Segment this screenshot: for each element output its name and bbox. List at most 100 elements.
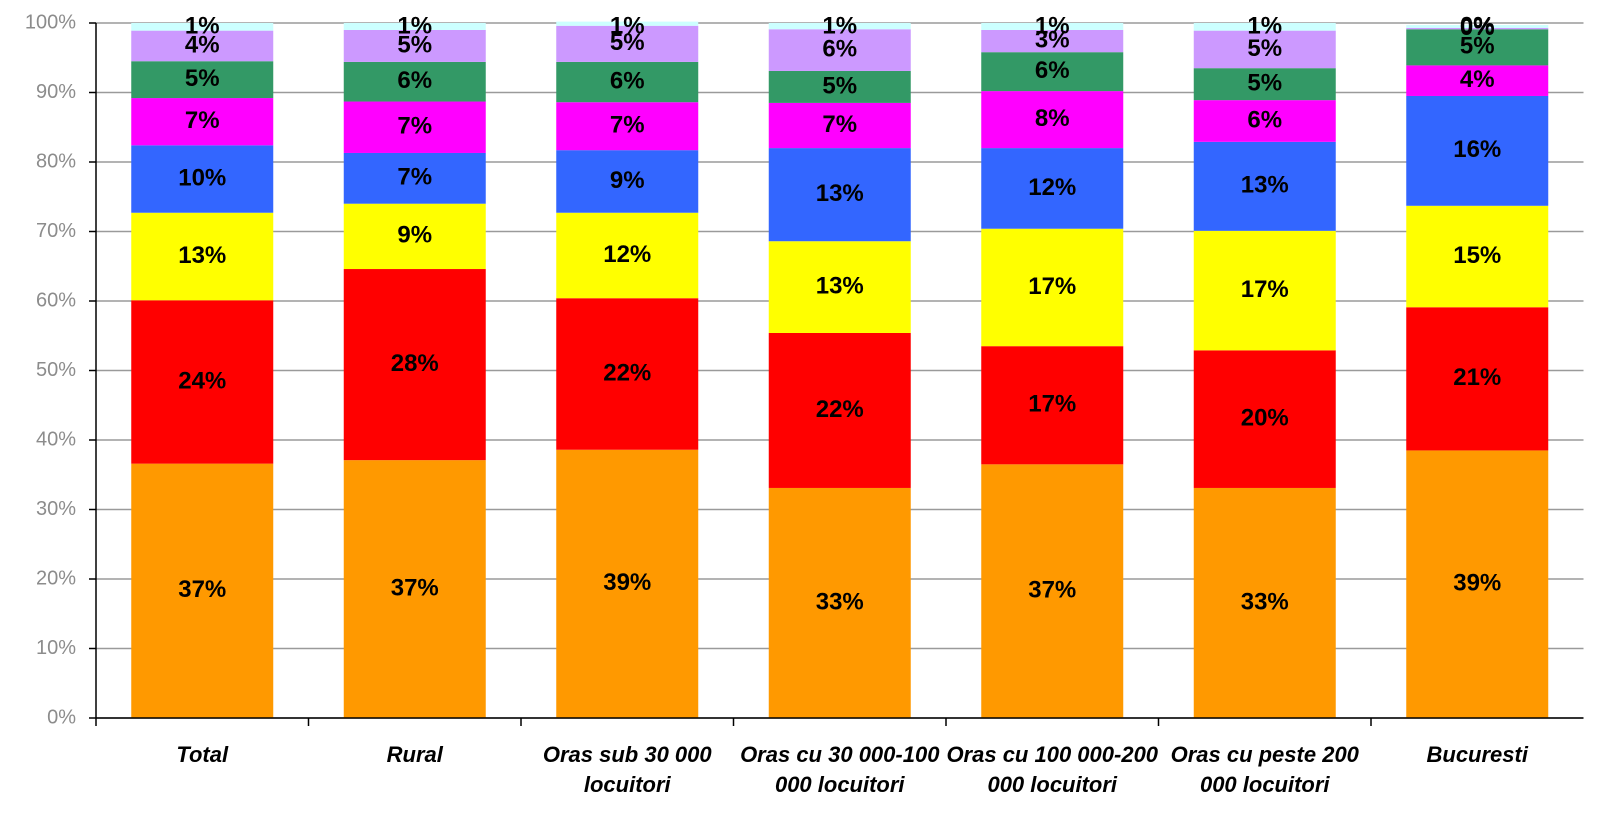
bar-segment bbox=[1406, 27, 1549, 30]
x-tick-label: Total bbox=[176, 742, 229, 767]
data-label: 1% bbox=[822, 12, 857, 39]
data-label: 22% bbox=[603, 359, 651, 386]
x-tick-label: Rural bbox=[386, 742, 443, 767]
y-tick-label: 80% bbox=[36, 150, 76, 172]
bar-segment bbox=[768, 102, 911, 149]
bar-segment bbox=[1406, 65, 1549, 96]
bar-segment bbox=[343, 23, 486, 30]
bar-segment bbox=[768, 148, 911, 242]
data-label: 5% bbox=[1460, 33, 1495, 60]
bar-segment bbox=[343, 460, 486, 718]
bar-segment bbox=[131, 98, 274, 146]
data-label: 4% bbox=[185, 31, 220, 58]
bar-segment bbox=[1193, 68, 1336, 101]
data-label: 4% bbox=[1460, 66, 1495, 93]
data-label: 37% bbox=[178, 576, 226, 603]
bar-segment bbox=[343, 101, 486, 153]
data-label: 37% bbox=[1028, 577, 1076, 604]
bar-segment bbox=[556, 150, 699, 213]
data-label: 5% bbox=[185, 65, 220, 92]
data-label: 7% bbox=[610, 112, 645, 139]
data-label: 3% bbox=[1035, 26, 1070, 53]
bar-segment bbox=[343, 269, 486, 461]
bar-segment bbox=[981, 228, 1124, 347]
y-tick-label: 50% bbox=[36, 359, 76, 381]
data-label: 0% bbox=[1460, 14, 1495, 41]
bar-segment bbox=[1193, 100, 1336, 142]
y-tick-label: 40% bbox=[36, 428, 76, 450]
data-label: 12% bbox=[1028, 174, 1076, 201]
bar-segment bbox=[131, 23, 274, 31]
bar-segment bbox=[343, 61, 486, 102]
y-tick-label: 10% bbox=[36, 637, 76, 659]
data-label: 5% bbox=[1247, 70, 1282, 97]
bar-segment bbox=[768, 487, 911, 718]
data-label: 1% bbox=[610, 12, 645, 39]
bar-segment bbox=[768, 23, 911, 30]
x-tick-label: Oras cu 100 000-200 000 locuitori bbox=[946, 742, 1159, 797]
x-tick-label: Oras sub 30 000 locuitori bbox=[542, 742, 712, 797]
bar-segment bbox=[1193, 230, 1336, 351]
bar-segment bbox=[556, 61, 699, 103]
data-label: 10% bbox=[178, 164, 226, 191]
data-label: 0% bbox=[1460, 12, 1495, 39]
data-label: 16% bbox=[1453, 136, 1501, 163]
bar-segment bbox=[556, 212, 699, 299]
data-label: 17% bbox=[1241, 276, 1289, 303]
y-tick-label: 60% bbox=[36, 289, 76, 311]
data-label: 1% bbox=[1035, 12, 1070, 39]
bar-segment bbox=[981, 91, 1124, 149]
bar-segment bbox=[768, 70, 911, 103]
data-label: 20% bbox=[1241, 404, 1289, 431]
bar-segment bbox=[1406, 25, 1549, 28]
y-tick-label: 30% bbox=[36, 498, 76, 520]
y-tick-label: 90% bbox=[36, 81, 76, 103]
bar-segment bbox=[1406, 95, 1549, 206]
bar-segment bbox=[131, 145, 274, 213]
bar-segment bbox=[131, 61, 274, 99]
data-label: 6% bbox=[397, 67, 432, 94]
bar-segment bbox=[556, 21, 699, 26]
bar-segment bbox=[343, 29, 486, 62]
data-label: 28% bbox=[391, 350, 439, 377]
data-label: 1% bbox=[1247, 12, 1282, 39]
y-tick-label: 70% bbox=[36, 220, 76, 242]
data-label: 9% bbox=[610, 167, 645, 194]
data-label: 22% bbox=[816, 396, 864, 423]
data-label: 13% bbox=[1241, 172, 1289, 199]
y-tick-label: 0% bbox=[47, 706, 76, 728]
bar-segment bbox=[1406, 450, 1549, 718]
data-label: 7% bbox=[397, 164, 432, 191]
bar-segment bbox=[556, 25, 699, 62]
y-tick-label: 100% bbox=[25, 11, 76, 33]
bar-segment bbox=[768, 241, 911, 333]
data-label: 24% bbox=[178, 367, 226, 394]
bar-segment bbox=[981, 464, 1124, 718]
data-label: 37% bbox=[391, 574, 439, 601]
bar-segment bbox=[981, 29, 1124, 53]
bar-segment bbox=[1193, 350, 1336, 488]
data-label: 1% bbox=[397, 12, 432, 39]
data-label: 13% bbox=[816, 272, 864, 299]
data-label: 13% bbox=[178, 242, 226, 269]
data-label: 7% bbox=[397, 113, 432, 140]
bar-segment bbox=[1193, 30, 1336, 69]
bar-segment bbox=[981, 52, 1124, 92]
bar-segment bbox=[1193, 141, 1336, 231]
bar-segment bbox=[131, 300, 274, 464]
bar-segment bbox=[556, 298, 699, 450]
data-label: 5% bbox=[397, 31, 432, 58]
data-label: 8% bbox=[1035, 105, 1070, 132]
data-label: 33% bbox=[816, 588, 864, 615]
bar-segment bbox=[981, 23, 1124, 30]
data-label: 7% bbox=[822, 111, 857, 138]
bar-segment bbox=[1406, 307, 1549, 451]
data-label: 6% bbox=[610, 67, 645, 94]
data-label: 21% bbox=[1453, 364, 1501, 391]
data-label: 5% bbox=[610, 29, 645, 56]
data-label: 15% bbox=[1453, 242, 1501, 269]
bar-segment bbox=[981, 148, 1124, 229]
bar-segment bbox=[556, 102, 699, 151]
